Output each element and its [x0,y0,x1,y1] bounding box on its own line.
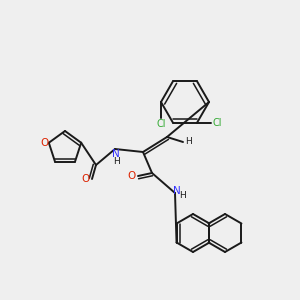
Text: H: H [184,137,191,146]
Text: H: H [180,190,186,200]
Text: O: O [41,138,49,148]
Text: O: O [82,174,90,184]
Text: N: N [112,149,120,159]
Text: O: O [128,171,136,181]
Text: N: N [173,186,181,196]
Text: Cl: Cl [156,119,166,129]
Text: Cl: Cl [212,118,222,128]
Text: H: H [112,157,119,166]
